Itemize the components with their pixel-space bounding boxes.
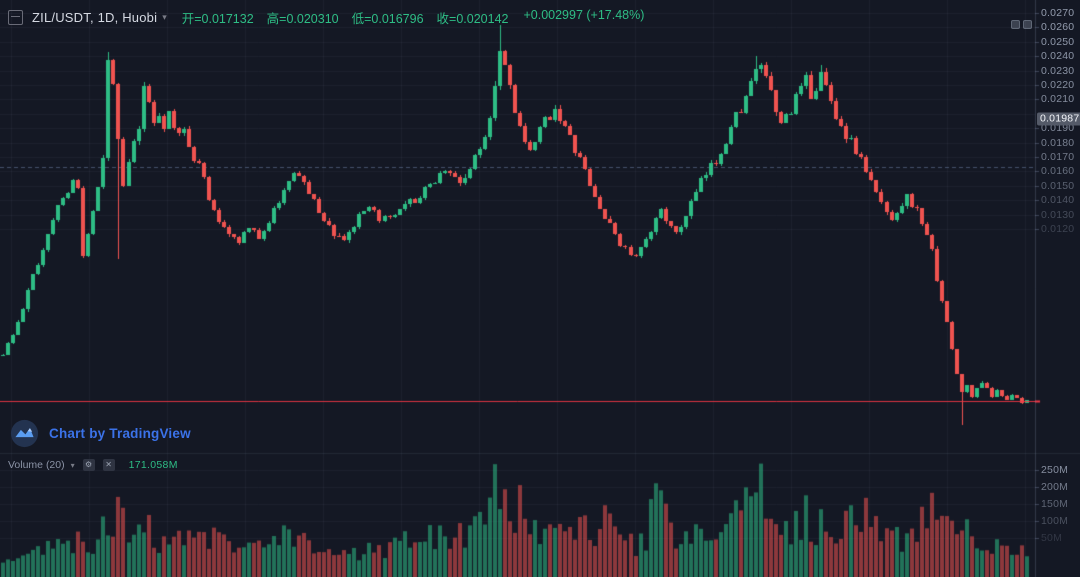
volume-legend: Volume (20) ▾ ⚙ ✕ 171.058M	[8, 458, 178, 472]
last-price-badge: 0.01987	[1037, 112, 1080, 126]
price-tick-label: 0.0120	[1041, 223, 1075, 235]
pane-collapse-button[interactable]	[1023, 20, 1032, 29]
price-tick-label: 0.0210	[1041, 93, 1075, 106]
ohlc-values: 开=0.017132 高=0.020310 低=0.016796 收=0.020…	[182, 8, 645, 27]
price-tick-label: 0.0180	[1041, 136, 1075, 149]
price-tick-label: 0.0140	[1041, 194, 1075, 207]
pane-buttons	[1011, 20, 1032, 29]
attribution-text[interactable]: Chart by TradingView	[49, 426, 191, 441]
volume-tick-label: 50M	[1041, 532, 1063, 544]
volume-tick-label: 250M	[1041, 464, 1069, 476]
price-tick-label: 0.0160	[1041, 165, 1075, 178]
volume-tick-label: 200M	[1041, 481, 1069, 493]
low-value: 低=0.016796	[351, 11, 424, 26]
close-value: 收=0.020142	[436, 11, 509, 26]
chevron-down-icon[interactable]: ▾	[162, 11, 167, 22]
volume-indicator-label[interactable]: Volume (20)	[8, 459, 65, 471]
symbol-title[interactable]: ZIL/USDT, 1D, Huobi	[32, 9, 158, 25]
legend-collapse-icon[interactable]	[8, 9, 23, 25]
price-tick-label: 0.0190	[1041, 122, 1075, 135]
high-value: 高=0.020310	[266, 11, 339, 26]
price-tick-label: 0.0130	[1041, 208, 1075, 221]
change-value: +0.002997 (+17.48%)	[523, 7, 645, 22]
price-tick-label: 0.0150	[1041, 179, 1075, 192]
price-tick-label: 0.0270	[1041, 7, 1075, 19]
price-tick-label: 0.0230	[1041, 64, 1075, 77]
close-icon[interactable]: ✕	[102, 459, 115, 471]
tradingview-logo-icon	[10, 419, 39, 448]
volume-value: 171.058M	[128, 459, 178, 471]
gear-icon[interactable]: ⚙	[82, 459, 95, 471]
volume-tick-label: 100M	[1041, 515, 1069, 527]
price-tick-label: 0.0260	[1041, 21, 1075, 34]
symbol-legend: ZIL/USDT, 1D, Huobi ▾ 开=0.017132 高=0.020…	[8, 8, 644, 26]
pane-maximize-button[interactable]	[1011, 20, 1020, 29]
price-tick-label: 0.0220	[1041, 79, 1075, 91]
volume-tick-label: 150M	[1041, 498, 1069, 510]
price-tick-label: 0.0240	[1041, 50, 1075, 63]
tradingview-attribution[interactable]: Chart by TradingView	[10, 419, 191, 448]
open-value: 开=0.017132	[181, 11, 254, 26]
chevron-down-icon[interactable]: ▾	[70, 460, 75, 470]
price-tick-label: 0.0170	[1041, 151, 1075, 163]
price-tick-label: 0.0250	[1041, 35, 1075, 48]
